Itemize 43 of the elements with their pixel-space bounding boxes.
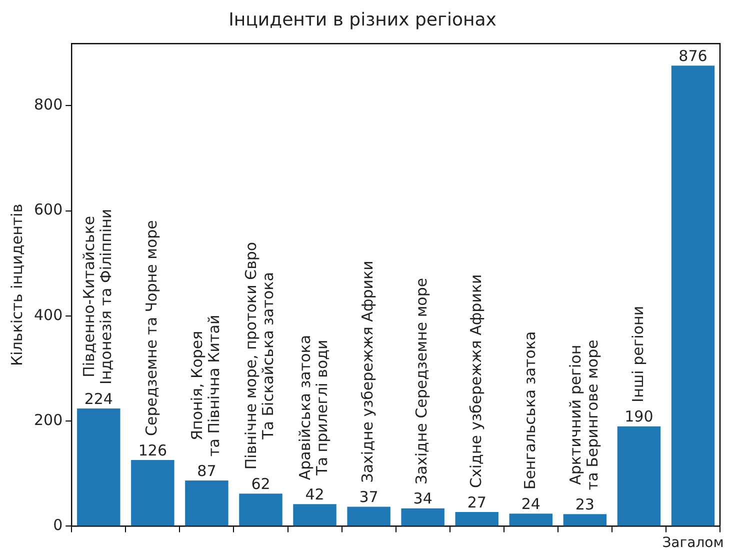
- chart-title: Інциденти в різних регіонах: [228, 9, 497, 30]
- y-tick-label: 200: [34, 410, 63, 429]
- bar: [185, 480, 228, 526]
- annotation: Східне узбережжя Африки: [466, 274, 485, 488]
- bar: [455, 512, 498, 526]
- annotation: Японія, Корея та Північна Китай: [188, 314, 224, 456]
- bar: [131, 460, 174, 526]
- annotation: Західне Середземне море: [412, 278, 431, 484]
- annotation: Бенгальська затока: [520, 331, 539, 490]
- bar: [509, 514, 553, 526]
- y-tick-label: 600: [34, 200, 63, 219]
- y-axis-title: Кількість інцидентів: [8, 204, 26, 366]
- annotation: Інші регіони: [628, 306, 647, 402]
- data-label: 190: [624, 408, 654, 426]
- y-tick-label: 0: [53, 516, 63, 534]
- bar: [77, 408, 120, 526]
- data-label: 37: [359, 488, 378, 506]
- y-tick-label: 800: [34, 96, 63, 114]
- annotation: Північне море, протоки Євро Та Біскайська затока: [242, 242, 278, 470]
- annotation: Аравійська затока Та прилеглі води: [296, 334, 332, 480]
- data-label: 42: [305, 486, 324, 504]
- bar: [401, 508, 444, 526]
- x-tick-label: Загалом: [662, 535, 724, 552]
- bar: [347, 506, 390, 526]
- bar: [293, 504, 336, 526]
- data-label: 876: [678, 47, 708, 66]
- data-label: 23: [575, 496, 594, 514]
- data-label: 27: [467, 493, 486, 512]
- bar: [617, 426, 661, 526]
- data-label: 34: [413, 490, 432, 508]
- annotation: Південно-Китайське Індонезія та Філіппіни: [80, 208, 116, 384]
- annotation: Середземне та Чорне море: [142, 220, 161, 436]
- bar: [671, 66, 715, 526]
- annotation: Арктичний регіон та Берингове море: [566, 340, 602, 490]
- bar: [239, 494, 282, 526]
- data-label: 126: [138, 441, 167, 460]
- bar: [563, 514, 607, 526]
- annotation: Західне узбережжя Африки: [358, 260, 377, 483]
- data-label: 62: [251, 474, 270, 493]
- data-label: 87: [197, 462, 216, 480]
- data-label: 24: [521, 494, 540, 513]
- data-label: 224: [84, 390, 113, 408]
- y-tick-label: 400: [34, 306, 63, 324]
